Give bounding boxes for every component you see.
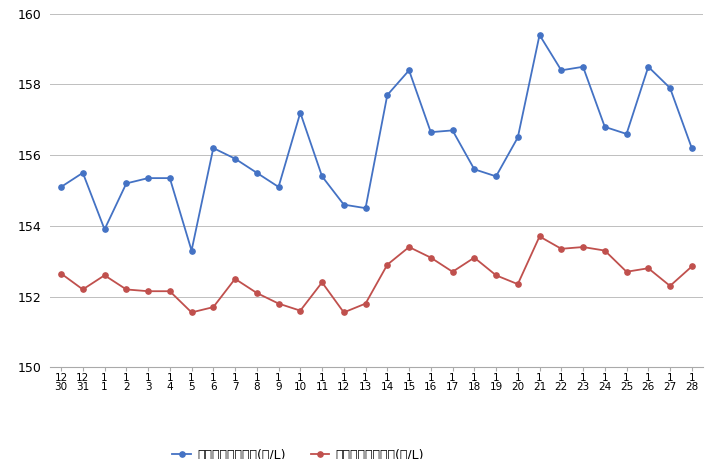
ハイオク看板価格(円/L) (274, 184, 282, 190)
ハイオク看板価格(円/L) (492, 174, 500, 179)
ハイオク実売価格(円/L) (448, 269, 457, 274)
ハイオク看板価格(円/L) (665, 85, 674, 91)
ハイオク看板価格(円/L) (622, 131, 631, 137)
ハイオク看板価格(円/L) (100, 227, 109, 232)
ハイオク看板価格(円/L) (296, 110, 305, 116)
ハイオク看板価格(円/L) (166, 175, 174, 181)
ハイオク看板価格(円/L) (448, 128, 457, 133)
ハイオク看板価格(円/L) (57, 184, 65, 190)
ハイオク実売価格(円/L) (166, 288, 174, 294)
ハイオク看板価格(円/L) (579, 64, 587, 69)
ハイオク看板価格(円/L) (427, 129, 435, 135)
ハイオク看板価格(円/L) (361, 205, 370, 211)
ハイオク看板価格(円/L) (143, 175, 152, 181)
ハイオク実売価格(円/L) (557, 246, 566, 252)
ハイオク看板価格(円/L) (339, 202, 348, 207)
ハイオク看板価格(円/L) (404, 67, 413, 73)
Line: ハイオク看板価格(円/L): ハイオク看板価格(円/L) (58, 32, 695, 253)
ハイオク実売価格(円/L) (122, 287, 130, 292)
ハイオク実売価格(円/L) (57, 271, 65, 276)
ハイオク実売価格(円/L) (665, 283, 674, 289)
ハイオク実売価格(円/L) (383, 262, 391, 268)
ハイオク実売価格(円/L) (513, 281, 522, 287)
ハイオク実売価格(円/L) (404, 244, 413, 250)
ハイオク看板価格(円/L) (252, 170, 261, 175)
Legend: ハイオク看板価格(円/L), ハイオク実売価格(円/L): ハイオク看板価格(円/L), ハイオク実売価格(円/L) (167, 444, 429, 459)
ハイオク実売価格(円/L) (579, 244, 587, 250)
ハイオク看板価格(円/L) (79, 170, 87, 175)
ハイオク看板価格(円/L) (187, 248, 196, 253)
ハイオク看板価格(円/L) (557, 67, 566, 73)
ハイオク実売価格(円/L) (209, 304, 217, 310)
ハイオク実売価格(円/L) (644, 265, 652, 271)
ハイオク実売価格(円/L) (470, 255, 478, 260)
ハイオク看板価格(円/L) (122, 181, 130, 186)
ハイオク看板価格(円/L) (688, 146, 696, 151)
ハイオク実売価格(円/L) (492, 273, 500, 278)
ハイオク看板価格(円/L) (470, 167, 478, 172)
ハイオク実売価格(円/L) (688, 264, 696, 269)
ハイオク実売価格(円/L) (318, 280, 326, 285)
ハイオク看板価格(円/L) (318, 174, 326, 179)
ハイオク看板価格(円/L) (513, 134, 522, 140)
ハイオク実売価格(円/L) (535, 234, 543, 239)
Line: ハイオク実売価格(円/L): ハイオク実売価格(円/L) (58, 234, 695, 315)
ハイオク看板価格(円/L) (383, 92, 391, 98)
ハイオク看板価格(円/L) (644, 64, 652, 69)
ハイオク実売価格(円/L) (252, 290, 261, 296)
ハイオク実売価格(円/L) (79, 287, 87, 292)
ハイオク実売価格(円/L) (274, 301, 282, 306)
ハイオク実売価格(円/L) (622, 269, 631, 274)
ハイオク実売価格(円/L) (231, 276, 239, 281)
ハイオク実売価格(円/L) (143, 288, 152, 294)
ハイオク看板価格(円/L) (535, 32, 543, 38)
ハイオク看板価格(円/L) (209, 146, 217, 151)
ハイオク実売価格(円/L) (339, 310, 348, 315)
ハイオク看板価格(円/L) (600, 124, 609, 129)
ハイオク実売価格(円/L) (100, 273, 109, 278)
ハイオク看板価格(円/L) (231, 156, 239, 162)
ハイオク実売価格(円/L) (427, 255, 435, 260)
ハイオク実売価格(円/L) (600, 248, 609, 253)
ハイオク実売価格(円/L) (296, 308, 305, 313)
ハイオク実売価格(円/L) (361, 301, 370, 306)
ハイオク実売価格(円/L) (187, 310, 196, 315)
